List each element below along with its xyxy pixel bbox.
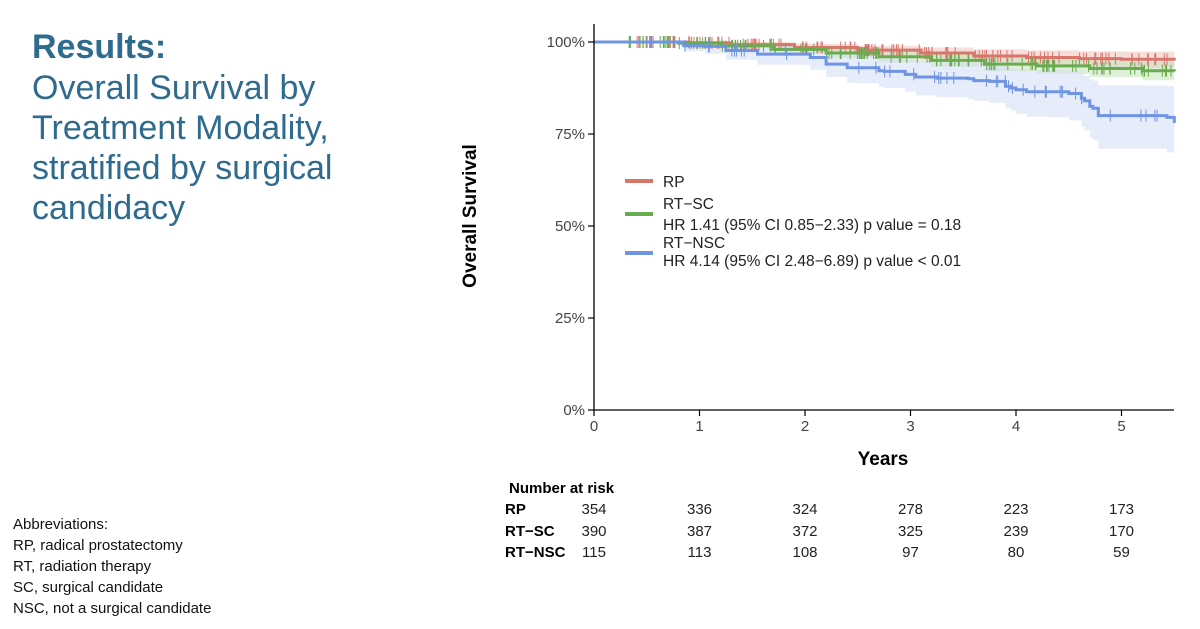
- ci-band-2: [594, 42, 1175, 157]
- risk-table-cell: 354: [581, 501, 606, 518]
- risk-table-cell: 108: [792, 544, 817, 561]
- risk-table-row-label: RT−NSC: [505, 544, 566, 561]
- risk-table-cell: 336: [687, 501, 712, 518]
- y-tick-label: 0%: [563, 402, 585, 419]
- y-axis-title: Overall Survival: [460, 144, 481, 288]
- risk-table-row-label: RP: [505, 501, 526, 518]
- risk-table-cell: 372: [792, 523, 817, 540]
- y-tick-label: 75%: [555, 126, 585, 143]
- risk-table-cell: 113: [688, 544, 712, 561]
- legend-label: RT−SC: [663, 196, 714, 213]
- legend-hr-text: HR 4.14 (95% CI 2.48−6.89) p value < 0.0…: [663, 253, 961, 270]
- slide-title-block: Results: Overall Survival by Treatment M…: [32, 26, 432, 228]
- abbreviations-title: Abbreviations:: [13, 516, 109, 533]
- risk-table-cell: 325: [898, 523, 923, 540]
- slide-heading: Results:: [32, 28, 167, 66]
- x-tick-label: 3: [906, 418, 914, 435]
- slide-subtitle-line: Overall Survival by: [32, 69, 316, 107]
- x-tick-label: 4: [1012, 418, 1020, 435]
- risk-table-cell: 390: [581, 523, 606, 540]
- risk-table-cell: 223: [1003, 501, 1028, 518]
- censor-ticks-2: [650, 36, 1158, 122]
- abbreviations-block: Abbreviations: RP, radical prostatectomy…: [13, 514, 211, 619]
- x-tick-label: 1: [695, 418, 703, 435]
- abbreviation-item: SC, surgical candidate: [13, 579, 164, 596]
- x-tick-label: 5: [1117, 418, 1125, 435]
- risk-table-title: Number at risk: [509, 480, 615, 497]
- x-axis-title: Years: [858, 449, 909, 470]
- y-tick-label: 50%: [555, 218, 585, 235]
- slide-subtitle-line: Treatment Modality,: [32, 109, 329, 147]
- risk-table-cell: 324: [792, 501, 817, 518]
- x-tick-label: 0: [590, 418, 598, 435]
- survival-curve-1: [594, 40, 1176, 73]
- risk-table-cell: 278: [898, 501, 923, 518]
- risk-table-cell: 387: [687, 523, 712, 540]
- survival-curve-0: [594, 40, 1176, 61]
- legend-hr-text: HR 1.41 (95% CI 0.85−2.33) p value = 0.1…: [663, 217, 961, 234]
- legend-label: RP: [663, 174, 685, 191]
- y-tick-label: 25%: [555, 310, 585, 327]
- risk-table-cell: 173: [1109, 501, 1134, 518]
- risk-table-cell: 170: [1109, 523, 1134, 540]
- risk-table-cell: 97: [902, 544, 919, 561]
- slide-subtitle-line: stratified by surgical: [32, 149, 333, 187]
- y-tick-label: 100%: [547, 34, 585, 51]
- survival-curve-2: [594, 40, 1176, 123]
- abbreviation-item: NSC, not a surgical candidate: [13, 600, 212, 617]
- abbreviation-item: RT, radiation therapy: [13, 558, 152, 575]
- risk-table-cell: 59: [1113, 544, 1130, 561]
- risk-table-row-label: RT−SC: [505, 523, 555, 540]
- legend-label: RT−NSC: [663, 235, 725, 252]
- x-tick-label: 2: [801, 418, 809, 435]
- risk-table-cell: 239: [1003, 523, 1028, 540]
- risk-table-cell: 80: [1008, 544, 1025, 561]
- abbreviation-item: RP, radical prostatectomy: [13, 537, 183, 554]
- slide-subtitle-line: candidacy: [32, 189, 186, 227]
- risk-table-cell: 115: [582, 544, 606, 561]
